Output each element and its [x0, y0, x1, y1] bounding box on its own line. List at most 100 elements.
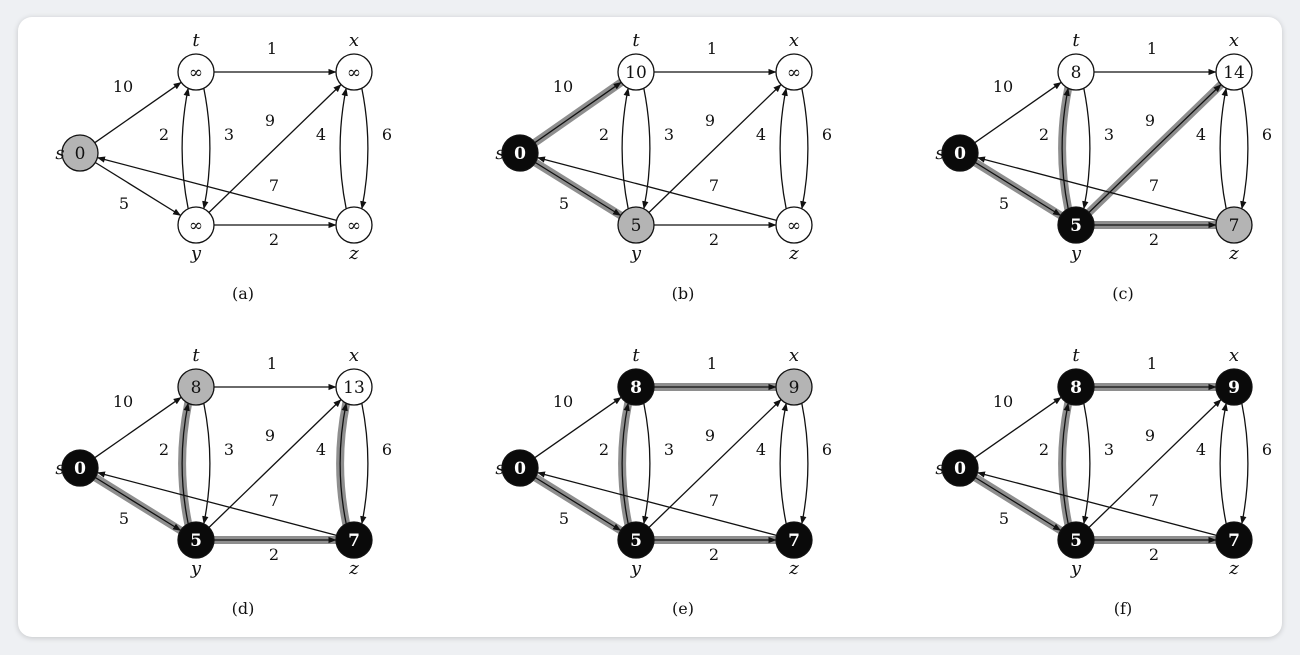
node-s: 0s: [55, 134, 99, 172]
edge-line-x-z: [800, 88, 809, 210]
edge-y-x: 9: [648, 399, 782, 528]
edge-s-y: 5: [91, 473, 185, 535]
node-distance-y: ∞: [189, 216, 203, 236]
edge-line-z-s: [977, 156, 1217, 222]
edge-weight-y-z: 2: [269, 545, 279, 564]
edge-z-s: 7: [537, 156, 777, 222]
node-circle-t: [617, 53, 655, 91]
edge-y-x: 9: [1088, 399, 1222, 528]
vertex-name-t: t: [192, 30, 200, 51]
node-distance-z: 7: [1228, 531, 1240, 551]
node-distance-z: 7: [788, 531, 800, 551]
vertex-name-s: s: [495, 143, 504, 164]
vertex-name-s: s: [935, 458, 944, 479]
edge-weight-y-x: 9: [265, 426, 275, 445]
edge-z-x: 6: [336, 399, 392, 528]
edge-line-s-y: [94, 161, 182, 217]
vertex-name-y: y: [190, 243, 202, 264]
node-distance-y: 5: [1070, 216, 1082, 236]
edge-weight-t-x: 1: [1147, 354, 1157, 373]
node-z: ∞z: [775, 206, 813, 264]
edge-z-x: 6: [1219, 402, 1272, 524]
edge-weight-s-t: 10: [553, 77, 573, 96]
edge-s-y: 5: [531, 473, 625, 535]
edge-s-t: 10: [974, 77, 1062, 144]
vertex-name-z: z: [348, 243, 359, 264]
node-x: ∞x: [335, 30, 373, 91]
edge-y-x: 9: [1084, 80, 1226, 217]
edge-line-y-t: [621, 87, 630, 209]
node-t: 8t: [1057, 30, 1095, 91]
edge-line-z-x: [779, 87, 788, 209]
node-circle-z: [335, 521, 373, 559]
vertex-name-y: y: [630, 558, 642, 579]
edge-weight-y-t: 3: [664, 440, 674, 459]
edge-line-x-z: [1240, 88, 1249, 210]
edge-weight-s-y: 5: [999, 509, 1009, 528]
edge-line-s-y: [974, 161, 1062, 217]
edge-line-z-x: [339, 402, 348, 524]
node-distance-x: ∞: [787, 63, 801, 83]
node-y: 5y: [617, 206, 655, 264]
edge-y-z: 2: [210, 536, 340, 564]
node-circle-z: [775, 206, 813, 244]
edge-weight-x-z: 4: [756, 440, 766, 459]
node-circle-x: [775, 53, 813, 91]
edge-weight-s-y: 5: [119, 509, 129, 528]
edge-y-t: 3: [1058, 399, 1114, 528]
edge-y-x: 9: [208, 84, 342, 213]
edge-line-z-s: [97, 471, 337, 537]
edge-z-s: 7: [97, 156, 337, 222]
vertex-name-x: x: [1229, 345, 1239, 366]
node-distance-z: 7: [1229, 216, 1240, 236]
edge-line-s-y: [534, 476, 622, 532]
vertex-name-x: x: [1229, 30, 1239, 51]
edge-line-y-x: [208, 84, 342, 213]
edge-line-s-t: [534, 396, 622, 459]
node-distance-z: ∞: [787, 216, 801, 236]
edge-line-y-t: [181, 402, 190, 524]
node-distance-y: 5: [1070, 531, 1082, 551]
node-distance-s: 0: [514, 459, 526, 479]
node-circle-y: [617, 206, 655, 244]
node-t: 8t: [617, 345, 655, 406]
edge-z-s: 7: [977, 156, 1217, 222]
edge-weight-s-y: 5: [119, 194, 129, 213]
edge-weight-t-y: 2: [599, 440, 609, 459]
edge-s-y: 5: [971, 158, 1065, 220]
node-circle-t: [1057, 368, 1095, 406]
edge-line-x-z: [1240, 403, 1249, 525]
edge-weight-t-y: 2: [159, 440, 169, 459]
edge-weight-s-t: 10: [993, 392, 1013, 411]
edge-weight-y-t: 3: [1104, 125, 1114, 144]
vertex-name-t: t: [1072, 30, 1080, 51]
node-circle-s: [61, 134, 99, 172]
node-circle-s: [501, 134, 539, 172]
edge-z-x: 6: [1219, 87, 1272, 209]
edge-t-y: 2: [599, 88, 651, 210]
edge-line-x-z: [800, 403, 809, 525]
edge-weight-t-y: 2: [1039, 440, 1049, 459]
edge-weight-z-x: 6: [1262, 440, 1272, 459]
edge-weight-t-x: 1: [707, 354, 717, 373]
edge-weight-y-x: 9: [1145, 111, 1155, 130]
edge-y-t: 3: [181, 87, 234, 209]
panel-caption: (b): [672, 284, 695, 303]
node-distance-y: 5: [630, 531, 642, 551]
node-circle-y: [177, 206, 215, 244]
edge-line-z-s: [97, 156, 337, 222]
edge-line-y-t: [181, 87, 190, 209]
edge-weight-t-y: 2: [599, 125, 609, 144]
edge-z-s: 7: [537, 471, 777, 537]
edge-line-t-y: [642, 403, 651, 525]
node-circle-y: [177, 521, 215, 559]
edge-x-z: 4: [756, 88, 809, 210]
edge-x-z: 4: [316, 403, 369, 525]
edge-weight-t-x: 1: [267, 39, 277, 58]
vertex-name-x: x: [349, 345, 359, 366]
edge-weight-s-y: 5: [559, 194, 569, 213]
node-circle-y: [617, 521, 655, 559]
